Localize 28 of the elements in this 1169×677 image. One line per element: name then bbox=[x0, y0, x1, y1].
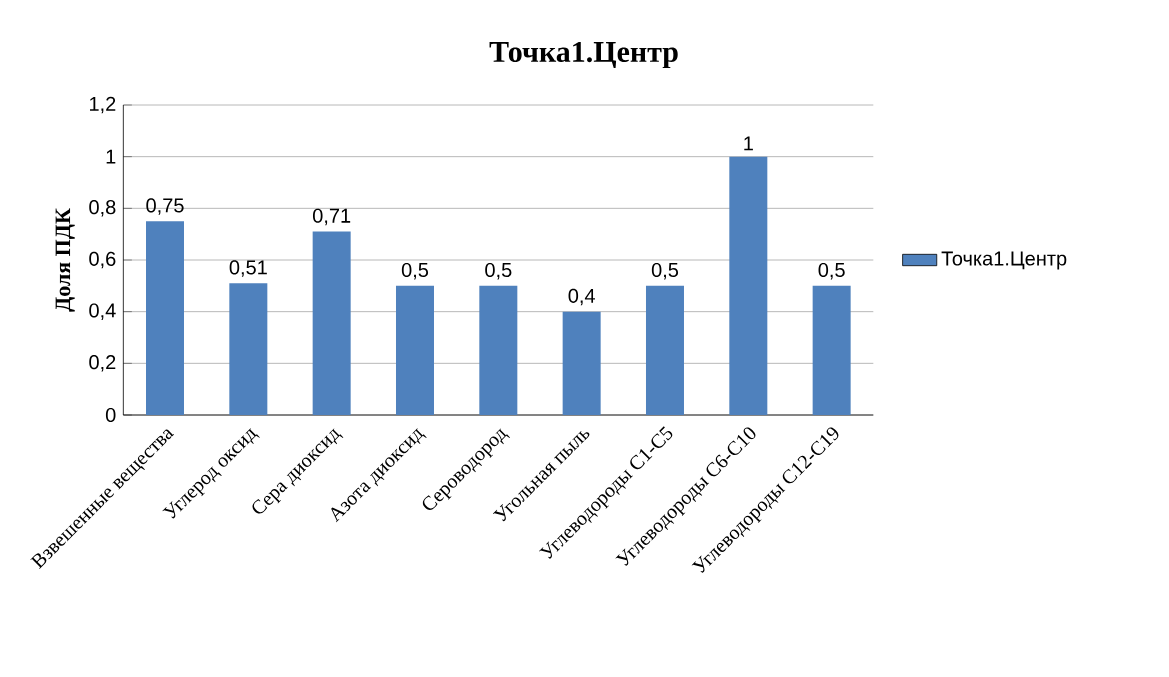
data-label: 0,5 bbox=[651, 262, 679, 280]
data-label: 0,5 bbox=[401, 262, 429, 280]
data-label: 0,75 bbox=[146, 198, 184, 215]
y-tick-label: 0,8 bbox=[89, 200, 116, 217]
bar bbox=[229, 283, 268, 416]
y-tick-label: 0,2 bbox=[89, 355, 116, 372]
data-label: 1 bbox=[744, 136, 753, 151]
data-label: 0,5 bbox=[485, 262, 512, 280]
y-tick-label: 1 bbox=[106, 149, 116, 164]
bar bbox=[479, 285, 518, 416]
bar bbox=[645, 285, 684, 416]
bar bbox=[146, 221, 184, 416]
data-label: 0,51 bbox=[229, 260, 267, 277]
bar bbox=[812, 285, 851, 416]
bar bbox=[395, 285, 434, 416]
y-tick-label: 0 bbox=[105, 407, 116, 423]
y-tick-label: 0,4 bbox=[89, 303, 116, 320]
bar bbox=[729, 156, 768, 416]
bar bbox=[562, 311, 601, 416]
y-tick-label: 0,6 bbox=[89, 251, 116, 269]
bar bbox=[312, 231, 351, 416]
y-tick-label: 1,2 bbox=[90, 96, 116, 114]
chart-title: Точка1.Центр bbox=[489, 41, 678, 69]
y-axis-title: Доля ПДК bbox=[55, 208, 75, 312]
data-label: 0,5 bbox=[818, 262, 845, 280]
legend-label: Точка1.Центр bbox=[941, 251, 1067, 270]
data-label: 0,4 bbox=[568, 288, 595, 306]
data-label: 0,71 bbox=[312, 208, 351, 226]
